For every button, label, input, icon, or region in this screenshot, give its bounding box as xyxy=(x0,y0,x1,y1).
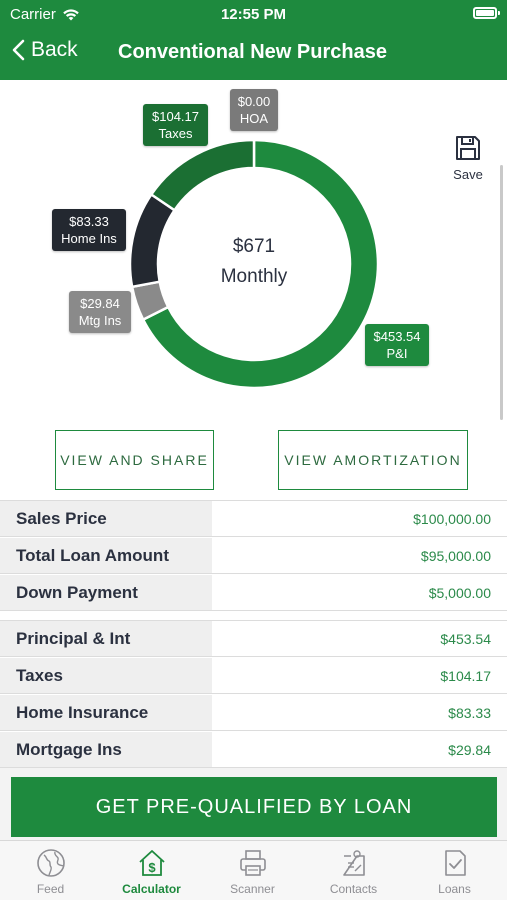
row-label: Taxes xyxy=(0,658,212,693)
chevron-left-icon xyxy=(12,39,25,61)
payment-chart: $671 Monthly $453.54 P&I $29.84 Mtg Ins $… xyxy=(0,80,507,420)
tab-contacts[interactable]: Contacts xyxy=(303,841,404,901)
document-check-icon xyxy=(444,850,466,876)
donut-slice-taxes[interactable] xyxy=(149,138,256,212)
section-gap xyxy=(0,611,507,621)
row-value: $453.54 xyxy=(440,630,491,647)
get-pre-qualified-button[interactable]: GET PRE-QUALIFIED BY LOAN xyxy=(11,777,497,837)
back-button[interactable]: Back xyxy=(12,38,78,62)
donut-center-amount: $671 xyxy=(233,236,275,257)
tab-feed[interactable]: Feed xyxy=(0,841,101,901)
tab-loans-label: Loans xyxy=(438,882,471,896)
row-label: Down Payment xyxy=(0,575,212,610)
table-row-mortgage-ins: Mortgage Ins $29.84 xyxy=(0,732,507,768)
slice-label-taxes: $104.17 Taxes xyxy=(143,104,208,146)
slice-label-hoa: $0.00 HOA xyxy=(230,89,278,131)
floppy-disk-icon xyxy=(456,136,480,160)
slice-label-hoa-value: $0.00 xyxy=(237,94,271,109)
slice-label-home-ins-name: Home Ins xyxy=(61,231,117,246)
globe-icon xyxy=(36,849,65,877)
slice-label-hoa-name: HOA xyxy=(239,111,269,126)
table-row-home-insurance: Home Insurance $83.33 xyxy=(0,695,507,731)
slice-label-pi-value: $453.54 xyxy=(373,329,421,344)
tab-feed-label: Feed xyxy=(36,882,65,896)
row-value: $100,000.00 xyxy=(413,510,491,527)
row-value: $29.84 xyxy=(448,741,491,758)
row-value: $95,000.00 xyxy=(420,547,491,564)
view-amortization-button[interactable]: VIEW AMORTIZATION xyxy=(278,430,468,490)
header: Carrier 12:55 PM Back Conventional New P… xyxy=(0,0,507,80)
tab-loans[interactable]: Loans xyxy=(404,841,505,901)
scroll-indicator[interactable] xyxy=(500,165,503,420)
row-label: Mortgage Ins xyxy=(0,732,212,767)
table-row-principal-int: Principal & Int $453.54 xyxy=(0,621,507,657)
contact-card-icon xyxy=(342,850,365,876)
back-label: Back xyxy=(31,38,78,61)
row-label: Principal & Int xyxy=(0,621,212,656)
table-row-total-loan-amount: Total Loan Amount $95,000.00 xyxy=(0,538,507,574)
slice-label-taxes-name: Taxes xyxy=(158,126,193,141)
table-row-sales-price: Sales Price $100,000.00 xyxy=(0,501,507,537)
house-dollar-icon: $ xyxy=(138,850,165,876)
battery-icon xyxy=(473,7,500,19)
slice-label-mtg-ins: $29.84 Mtg Ins xyxy=(69,291,131,333)
save-button[interactable]: Save xyxy=(449,135,487,182)
slice-label-home-ins-value: $83.33 xyxy=(69,214,109,229)
svg-text:$: $ xyxy=(148,860,156,875)
tab-contacts-label: Contacts xyxy=(329,882,378,896)
save-label: Save xyxy=(453,167,483,182)
slice-label-pi-name: P&I xyxy=(386,346,408,361)
slice-label-mtg-ins-name: Mtg Ins xyxy=(78,313,122,328)
nav-bar: Back Conventional New Purchase xyxy=(0,30,507,76)
wifi-icon xyxy=(63,9,79,21)
view-and-share-button[interactable]: VIEW AND SHARE xyxy=(55,430,214,490)
status-time: 12:55 PM xyxy=(220,6,287,23)
row-label: Total Loan Amount xyxy=(0,538,212,573)
donut-chart: $671 Monthly xyxy=(128,138,380,390)
slice-label-pi: $453.54 P&I xyxy=(365,324,429,366)
carrier: Carrier xyxy=(10,6,80,23)
carrier-label: Carrier xyxy=(10,6,56,23)
row-label: Sales Price xyxy=(0,501,212,536)
row-label: Home Insurance xyxy=(0,695,212,730)
donut-slice-p-i[interactable] xyxy=(141,138,380,390)
row-value: $83.33 xyxy=(448,704,491,721)
row-value: $104.17 xyxy=(440,667,491,684)
slice-label-mtg-ins-value: $29.84 xyxy=(80,296,120,311)
donut-center-label: Monthly xyxy=(221,266,288,287)
tab-scanner-label: Scanner xyxy=(230,882,275,896)
slice-label-home-ins: $83.33 Home Ins xyxy=(52,209,126,251)
page-title: Conventional New Purchase xyxy=(118,41,387,63)
slice-label-taxes-value: $104.17 xyxy=(152,109,199,124)
table-row-down-payment: Down Payment $5,000.00 xyxy=(0,575,507,611)
row-value: $5,000.00 xyxy=(428,584,491,601)
status-bar: Carrier 12:55 PM xyxy=(0,0,507,28)
tab-scanner[interactable]: Scanner xyxy=(202,841,303,901)
table-divider xyxy=(0,500,507,501)
tab-bar: Feed $ Calculator Scanner Contacts xyxy=(0,840,507,900)
tab-calculator-label: Calculator xyxy=(122,882,181,896)
table-row-taxes: Taxes $104.17 xyxy=(0,658,507,694)
printer-icon xyxy=(239,850,266,876)
tab-calculator[interactable]: $ Calculator xyxy=(101,841,202,901)
donut-slice-home-ins[interactable] xyxy=(128,192,177,289)
